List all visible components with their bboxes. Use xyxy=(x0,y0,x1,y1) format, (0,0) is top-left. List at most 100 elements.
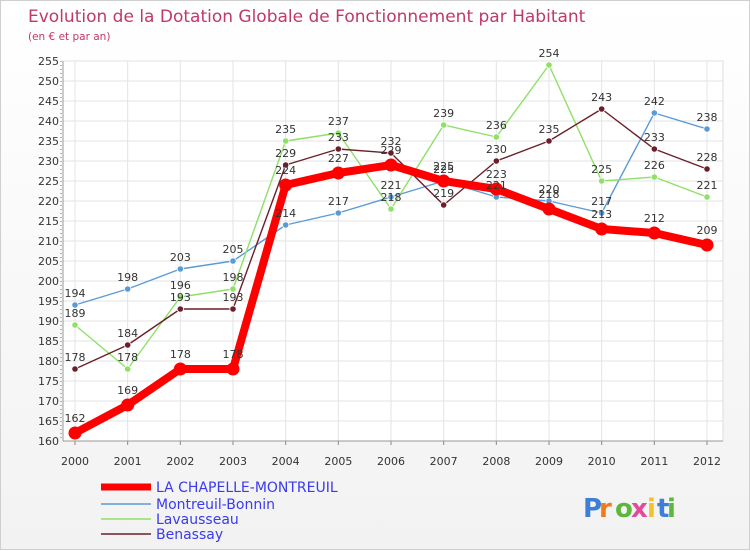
point-montreuil-bonnin xyxy=(71,301,79,309)
point-la-chapelle-montreuil xyxy=(173,362,187,376)
data-label-benassay: 230 xyxy=(486,143,507,156)
point-la-chapelle-montreuil xyxy=(68,426,82,440)
point-benassay xyxy=(492,157,500,165)
data-label-benassay: 243 xyxy=(591,91,612,104)
legend-label: LA CHAPELLE-MONTREUIL xyxy=(156,480,338,496)
y-tick-label: 220 xyxy=(38,195,59,208)
chart-subtitle: (en € et par an) xyxy=(28,31,110,43)
data-label-la-chapelle-montreuil: 162 xyxy=(65,412,86,425)
y-tick-label: 250 xyxy=(38,75,59,88)
data-label-la-chapelle-montreuil: 178 xyxy=(223,348,244,361)
x-tick-label: 2000 xyxy=(61,455,89,468)
point-lavausseau xyxy=(124,365,132,373)
proxiti-logo: Pr ox i ti xyxy=(583,494,676,524)
point-la-chapelle-montreuil xyxy=(279,178,293,192)
point-la-chapelle-montreuil xyxy=(542,202,556,216)
axis-layer: 1601651701751801851901952002052102152202… xyxy=(38,55,723,468)
x-tick-label: 2012 xyxy=(693,455,721,468)
data-label-montreuil-bonnin: 238 xyxy=(697,111,718,124)
y-tick-label: 195 xyxy=(38,295,59,308)
point-benassay xyxy=(598,105,606,113)
point-lavausseau xyxy=(492,133,500,141)
point-montreuil-bonnin xyxy=(334,209,342,217)
data-label-lavausseau: 221 xyxy=(697,179,718,192)
point-benassay xyxy=(229,305,237,313)
point-benassay xyxy=(176,305,184,313)
x-tick-label: 2004 xyxy=(272,455,300,468)
x-tick-label: 2008 xyxy=(482,455,510,468)
brand-letter: P xyxy=(583,494,602,524)
data-label-benassay: 193 xyxy=(223,291,244,304)
point-la-chapelle-montreuil xyxy=(384,158,398,172)
data-label-lavausseau: 189 xyxy=(65,307,86,320)
data-label-la-chapelle-montreuil: 218 xyxy=(539,188,560,201)
point-benassay xyxy=(440,201,448,209)
y-tick-label: 190 xyxy=(38,315,59,328)
legend-label: Montreuil-Bonnin xyxy=(156,497,275,513)
data-label-montreuil-bonnin: 203 xyxy=(170,251,191,264)
point-montreuil-bonnin xyxy=(176,265,184,273)
point-montreuil-bonnin xyxy=(282,221,290,229)
data-label-benassay: 229 xyxy=(275,147,296,160)
data-label-lavausseau: 235 xyxy=(275,123,296,136)
y-tick-label: 240 xyxy=(38,115,59,128)
data-label-la-chapelle-montreuil: 213 xyxy=(591,208,612,221)
point-montreuil-bonnin xyxy=(703,125,711,133)
chart-title: Evolution de la Dotation Globale de Fonc… xyxy=(28,7,586,27)
data-label-montreuil-bonnin: 225 xyxy=(433,163,454,176)
labels-layer: 194 198 203 205 214 217 221 225 221 220 217 242 238 1… xyxy=(65,47,718,425)
data-label-lavausseau: 239 xyxy=(433,107,454,120)
data-label-montreuil-bonnin: 205 xyxy=(223,243,244,256)
point-la-chapelle-montreuil xyxy=(331,166,345,180)
y-tick-label: 230 xyxy=(38,155,59,168)
brand-letter: i xyxy=(647,494,656,524)
data-label-la-chapelle-montreuil: 225 xyxy=(433,160,454,173)
data-label-lavausseau: 236 xyxy=(486,119,507,132)
point-la-chapelle-montreuil xyxy=(700,238,714,252)
data-label-la-chapelle-montreuil: 178 xyxy=(170,348,191,361)
data-label-montreuil-bonnin: 217 xyxy=(591,195,612,208)
data-label-benassay: 193 xyxy=(170,291,191,304)
point-lavausseau xyxy=(650,173,658,181)
data-label-montreuil-bonnin: 214 xyxy=(275,207,296,220)
data-label-benassay: 235 xyxy=(539,123,560,136)
data-label-lavausseau: 196 xyxy=(170,279,191,292)
point-montreuil-bonnin xyxy=(229,257,237,265)
y-tick-label: 225 xyxy=(38,175,59,188)
x-tick-label: 2001 xyxy=(114,455,142,468)
series-layer xyxy=(68,61,714,440)
point-lavausseau xyxy=(387,205,395,213)
data-label-la-chapelle-montreuil: 169 xyxy=(117,384,138,397)
data-label-benassay: 184 xyxy=(117,327,138,340)
point-lavausseau xyxy=(71,321,79,329)
point-benassay xyxy=(334,145,342,153)
data-label-la-chapelle-montreuil: 212 xyxy=(644,212,665,225)
data-label-lavausseau: 254 xyxy=(539,47,560,60)
point-benassay xyxy=(71,365,79,373)
x-tick-label: 2005 xyxy=(324,455,352,468)
point-lavausseau xyxy=(545,61,553,69)
point-benassay xyxy=(124,341,132,349)
y-tick-label: 215 xyxy=(38,215,59,228)
x-tick-label: 2006 xyxy=(377,455,405,468)
point-lavausseau xyxy=(598,177,606,185)
data-label-la-chapelle-montreuil: 209 xyxy=(697,224,718,237)
point-la-chapelle-montreuil xyxy=(489,182,503,196)
point-lavausseau xyxy=(282,137,290,145)
x-tick-label: 2003 xyxy=(219,455,247,468)
point-la-chapelle-montreuil xyxy=(647,226,661,240)
y-tick-label: 160 xyxy=(38,435,59,448)
point-la-chapelle-montreuil xyxy=(226,362,240,376)
data-label-lavausseau: 178 xyxy=(117,351,138,364)
data-label-la-chapelle-montreuil: 223 xyxy=(486,168,507,181)
data-label-benassay: 228 xyxy=(697,151,718,164)
brand-letter: o xyxy=(615,494,633,524)
point-benassay xyxy=(282,161,290,169)
data-label-benassay: 219 xyxy=(433,187,454,200)
data-label-la-chapelle-montreuil: 227 xyxy=(328,152,349,165)
data-label-montreuil-bonnin: 217 xyxy=(328,195,349,208)
legend-label: Benassay xyxy=(156,527,223,543)
point-lavausseau xyxy=(229,285,237,293)
